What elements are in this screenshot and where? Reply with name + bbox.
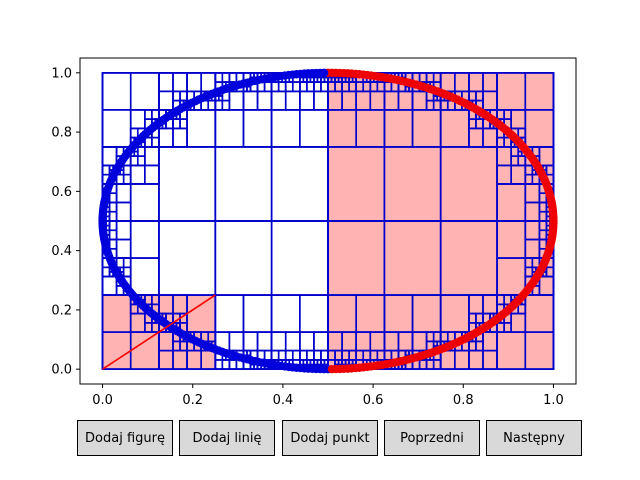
y-tick-label: 0.6 (51, 185, 72, 200)
y-axis-ticks: 0.0 0.2 0.4 0.6 0.8 1.0 (51, 66, 80, 378)
plot-frame (79, 57, 577, 385)
add-figure-button[interactable]: Dodaj figurę (77, 420, 173, 456)
ellipse-point (549, 219, 558, 228)
chart: 0.0 0.2 0.4 0.6 0.8 1.0 0.0 0.2 0.4 0.6 0.8 1.0 (51, 57, 577, 408)
ellipse-points (98, 68, 558, 374)
next-button[interactable]: Następny (486, 420, 582, 456)
x-axis-ticks: 0.0 0.2 0.4 0.6 0.8 1.0 (92, 384, 564, 408)
x-tick-label: 0.2 (182, 393, 203, 408)
x-tick-label: 1.0 (543, 393, 564, 408)
add-point-button[interactable]: Dodaj punkt (282, 420, 378, 456)
x-tick-label: 0.4 (273, 393, 294, 408)
line-segment (102, 294, 216, 370)
y-tick-label: 0.8 (51, 126, 72, 141)
y-tick-label: 0.0 (51, 363, 72, 378)
y-tick-label: 0.2 (51, 303, 72, 318)
y-tick-label: 1.0 (51, 66, 72, 81)
x-tick-label: 0.0 (92, 393, 113, 408)
y-tick-label: 0.4 (51, 244, 72, 259)
add-line-button[interactable]: Dodaj linię (179, 420, 275, 456)
quadtree-cell (524, 72, 555, 111)
x-tick-label: 0.8 (453, 393, 474, 408)
line-segment-layer (102, 294, 216, 370)
previous-button[interactable]: Poprzedni (384, 420, 480, 456)
x-tick-label: 0.6 (363, 393, 384, 408)
